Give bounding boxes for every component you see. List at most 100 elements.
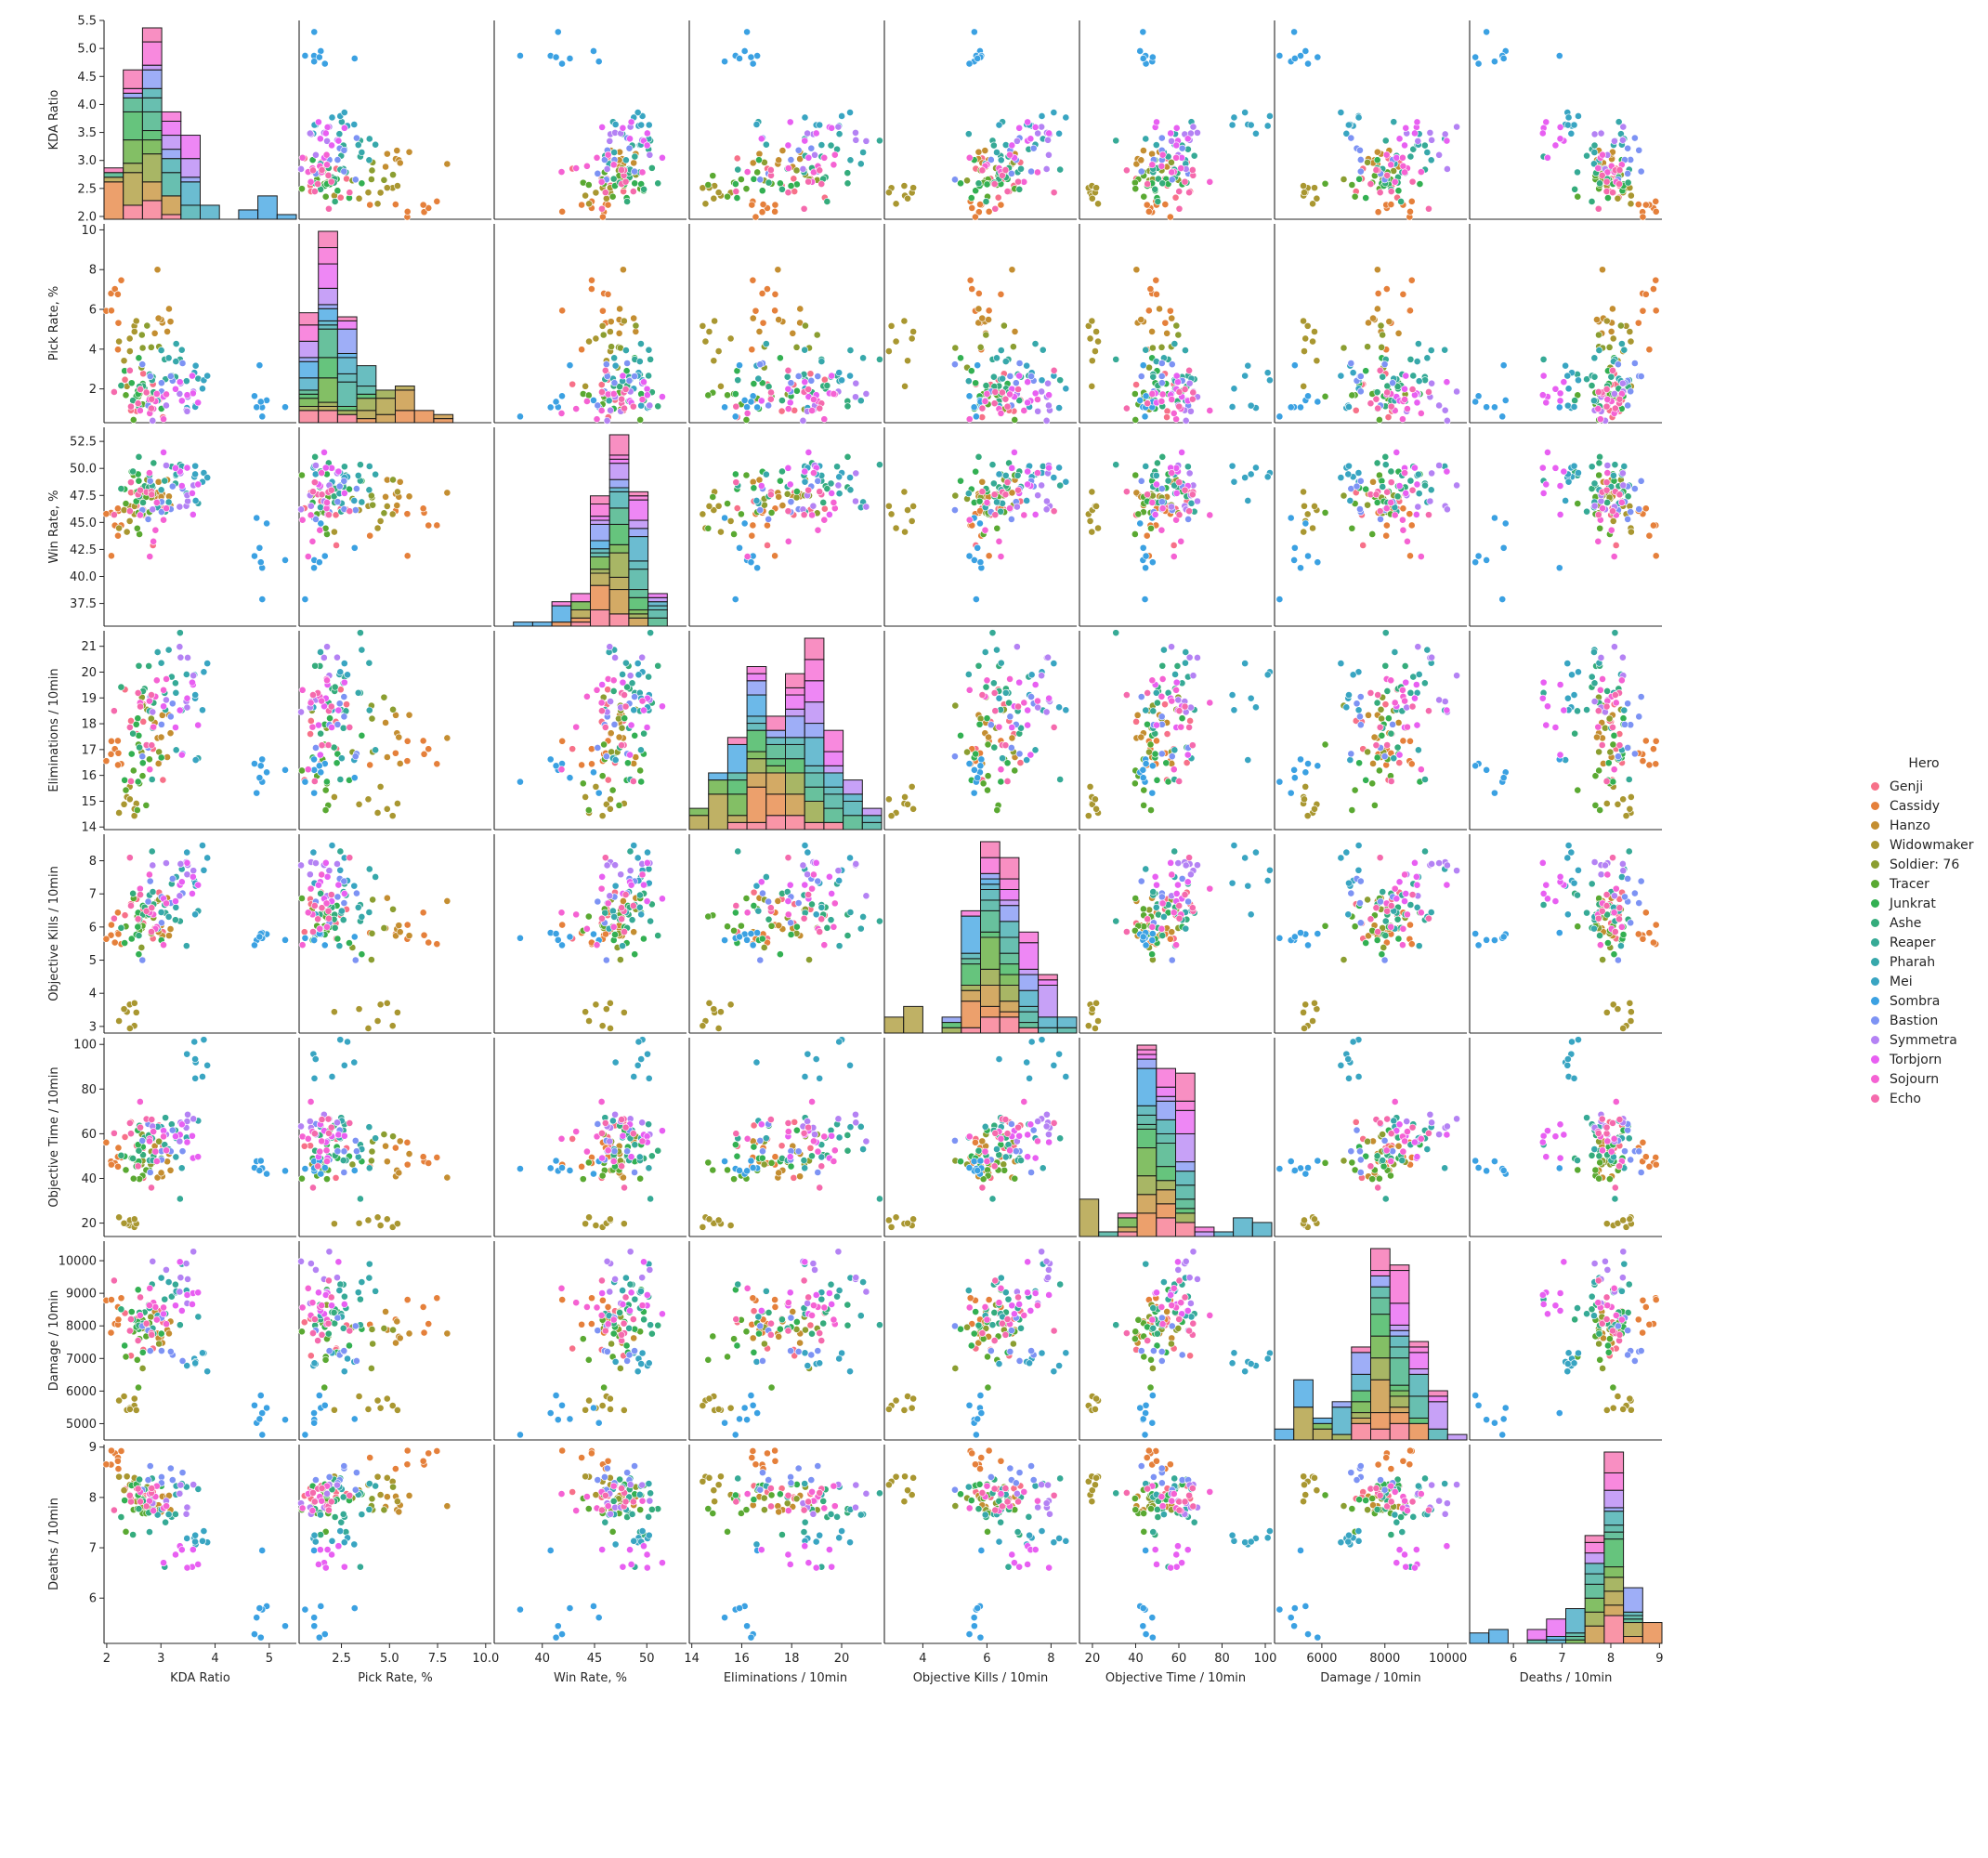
point-echo <box>1602 188 1611 195</box>
point-sojourn <box>1401 396 1409 403</box>
point-bastion <box>340 713 348 721</box>
point-echo <box>1425 511 1432 519</box>
point-bastion <box>1168 360 1176 369</box>
point-sojourn <box>1599 675 1606 683</box>
point-sombra <box>255 543 264 552</box>
hist-bar <box>318 401 338 407</box>
point-hanzo <box>383 753 391 761</box>
point-tracer <box>1376 416 1383 424</box>
point-torbjorn <box>1401 141 1408 150</box>
hist-bar <box>141 27 163 43</box>
hist-bar <box>180 135 202 160</box>
point-pharah <box>762 340 770 347</box>
point-sojourn <box>316 526 324 534</box>
point-echo <box>125 724 134 731</box>
point-sombra <box>1499 361 1508 370</box>
hist-bar <box>590 504 610 517</box>
point-pharah <box>857 397 865 405</box>
point-sombra <box>1148 789 1157 797</box>
point-hanzo <box>1608 305 1616 313</box>
point-torbjorn <box>1544 153 1551 162</box>
hist-bar <box>551 605 572 623</box>
point-sojourn <box>1148 499 1157 506</box>
point-symmetra <box>1619 123 1628 131</box>
panel-kda-ratio-vs-win-rate <box>493 20 687 221</box>
point-symmetra <box>1034 491 1042 500</box>
point-mei <box>1230 478 1238 486</box>
point-echo <box>1598 171 1606 179</box>
point-cassidy <box>1407 276 1416 284</box>
point-bastion <box>602 956 610 964</box>
point-torbjorn <box>1411 694 1419 702</box>
point-tracer <box>321 806 330 814</box>
point-torbjorn <box>334 881 343 889</box>
point-hanzo <box>443 896 451 905</box>
hist-bar <box>570 601 591 610</box>
point-tracer <box>753 168 762 177</box>
point-sojourn <box>593 415 601 424</box>
point-torbjorn <box>828 890 836 897</box>
point-symmetra <box>646 401 654 410</box>
point-ashe <box>1381 452 1390 461</box>
point-ashe <box>135 932 143 939</box>
hist-bar <box>765 737 786 745</box>
point-cassidy <box>1652 307 1660 315</box>
point-torbjorn <box>1413 480 1421 489</box>
point-soldier-76 <box>1595 331 1602 339</box>
point-sojourn <box>965 153 974 162</box>
point-tracer <box>1595 766 1603 775</box>
point-ashe <box>1373 388 1381 397</box>
point-mei <box>995 694 1003 702</box>
point-pharah <box>1620 463 1628 470</box>
point-widowmaker <box>1609 334 1617 343</box>
point-junkrat <box>157 753 165 762</box>
point-sojourn <box>593 941 601 949</box>
point-pharah <box>1620 706 1628 714</box>
point-sojourn <box>160 516 167 524</box>
point-hanzo <box>405 148 413 156</box>
point-torbjorn <box>1174 378 1182 386</box>
point-sombra <box>1139 543 1147 552</box>
y-tick-label: 47.5 <box>70 490 97 504</box>
point-genji <box>1352 406 1360 414</box>
point-junkrat <box>750 484 758 492</box>
point-echo <box>1122 166 1131 175</box>
point-tracer <box>704 912 713 921</box>
point-echo <box>1185 189 1193 197</box>
point-ashe <box>640 185 648 193</box>
point-sombra <box>747 53 755 61</box>
point-sojourn <box>152 499 161 506</box>
point-torbjorn <box>643 141 651 150</box>
point-cassidy <box>1382 285 1391 293</box>
point-ashe <box>982 683 990 691</box>
point-symmetra <box>834 123 843 131</box>
point-sombra <box>974 774 982 782</box>
point-hanzo <box>1163 329 1171 337</box>
point-bastion <box>144 516 152 523</box>
point-echo <box>991 388 1000 396</box>
point-soldier-76 <box>632 321 640 330</box>
point-widowmaker <box>884 347 893 355</box>
point-ashe <box>647 164 656 172</box>
point-symmetra <box>1044 136 1052 144</box>
point-cassidy <box>1634 201 1642 208</box>
point-genji <box>159 776 167 784</box>
point-widowmaker <box>1301 502 1308 510</box>
point-pharah <box>372 140 380 149</box>
point-echo <box>325 204 333 213</box>
point-tracer <box>1011 766 1019 775</box>
point-hanzo <box>1373 266 1381 274</box>
point-reaper <box>1381 461 1390 469</box>
point-torbjorn <box>1551 724 1560 731</box>
point-torbjorn <box>334 706 343 714</box>
hist-bar <box>823 786 844 795</box>
point-bastion <box>352 134 360 142</box>
point-pharah <box>997 347 1005 354</box>
point-cassidy <box>1652 207 1660 216</box>
hist-bar <box>804 765 825 774</box>
point-reaper <box>1014 471 1022 479</box>
point-mei <box>634 660 642 668</box>
point-pharah <box>1415 490 1423 498</box>
point-junkrat <box>1362 485 1370 493</box>
hist-bar <box>746 680 767 696</box>
